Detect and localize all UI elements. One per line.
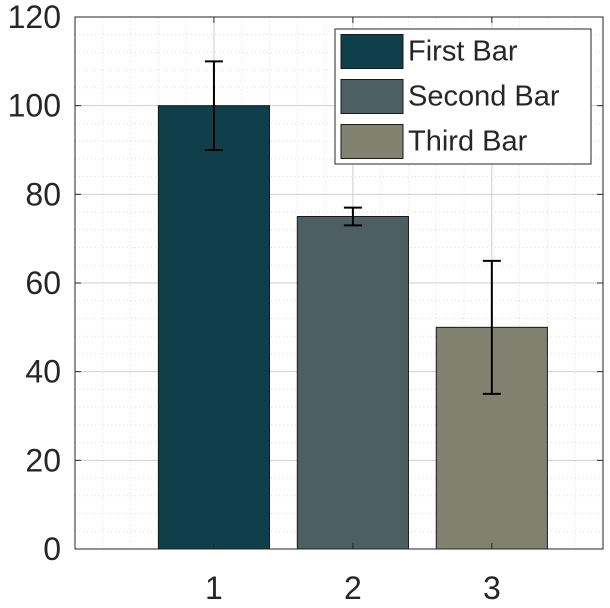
bars bbox=[157, 105, 548, 550]
x-tick-label: 3 bbox=[483, 570, 501, 603]
legend-label-2: Second Bar bbox=[408, 81, 560, 113]
legend-label-1: First Bar bbox=[408, 36, 518, 68]
legend-swatch-3 bbox=[340, 124, 404, 159]
legend-swatch-2 bbox=[340, 79, 404, 114]
y-tick-label: 120 bbox=[8, 0, 61, 35]
y-tick-label: 60 bbox=[25, 265, 61, 301]
x-tick-label: 1 bbox=[205, 570, 223, 603]
error-bars bbox=[204, 60, 501, 395]
axes bbox=[74, 16, 604, 550]
y-tick-label: 0 bbox=[43, 531, 61, 567]
bar-1 bbox=[157, 105, 271, 550]
legend: First Bar Second Bar Third Bar bbox=[334, 28, 592, 165]
x-tick-label: 2 bbox=[344, 570, 362, 603]
y-tick-label: 100 bbox=[8, 88, 61, 124]
legend-label-3: Third Bar bbox=[408, 126, 528, 158]
y-tick-label: 40 bbox=[25, 354, 61, 390]
y-tick-label: 20 bbox=[25, 442, 61, 478]
legend-swatch-1 bbox=[340, 34, 404, 69]
y-tick-label: 80 bbox=[25, 176, 61, 212]
tick-labels: 0 20 40 60 80 100 120 1 2 3 bbox=[8, 0, 501, 606]
bar-2 bbox=[296, 216, 409, 550]
